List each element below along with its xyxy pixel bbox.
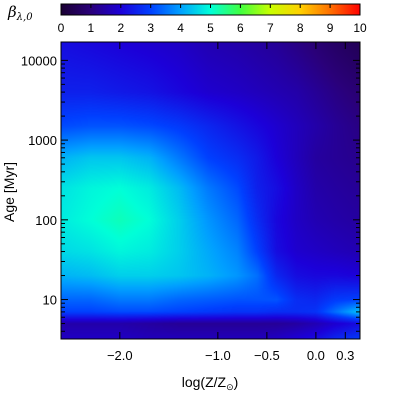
y-tick-label: 10 <box>43 293 57 308</box>
y-axis-label: Age[Myr] <box>1 162 17 222</box>
y-tick-label: 10000 <box>21 53 57 68</box>
colorbar-ticks: 0 1 2 3 4 5 6 7 8 9 10 <box>58 4 367 35</box>
colorbar-tick-label: 6 <box>237 21 244 35</box>
colorbar-tick-label: 1 <box>88 21 95 35</box>
x-axis-label: log(Z/Z⊙) <box>182 374 239 392</box>
x-tick-label: −0.5 <box>254 348 280 363</box>
x-tick-label: −1.0 <box>205 348 231 363</box>
colorbar-tick-label: 7 <box>267 21 274 35</box>
plot-frame <box>60 41 361 340</box>
colorbar-tick-label: 9 <box>327 21 334 35</box>
colorbar-tick-label: 5 <box>207 21 214 35</box>
colorbar-tick-label: 2 <box>117 21 124 35</box>
colorbar-tick-label: 0 <box>58 21 65 35</box>
colorbar-tick-label: 4 <box>177 21 184 35</box>
x-tick-label: 0.0 <box>307 348 325 363</box>
x-tick-label: −2.0 <box>107 348 133 363</box>
y-axis-ticks: 10 100 1000 10000 <box>21 53 360 332</box>
colorbar-tick-label: 8 <box>297 21 304 35</box>
colorbar: βλ,0 0 1 2 3 4 5 6 7 8 9 10 <box>7 3 367 35</box>
y-tick-label: 100 <box>35 213 57 228</box>
y-tick-label: 1000 <box>28 133 57 148</box>
colorbar-title: βλ,0 <box>7 3 33 23</box>
colorbar-tick-label: 10 <box>353 21 367 35</box>
x-axis-ticks: −2.0 −1.0 −0.5 0.0 0.3 <box>107 42 354 363</box>
heatmap-image <box>61 42 360 339</box>
heatmap-plot: −2.0 −1.0 −0.5 0.0 0.3 10 100 1000 10000 <box>21 41 361 363</box>
colorbar-tick-label: 3 <box>147 21 154 35</box>
x-tick-label: 0.3 <box>336 348 354 363</box>
